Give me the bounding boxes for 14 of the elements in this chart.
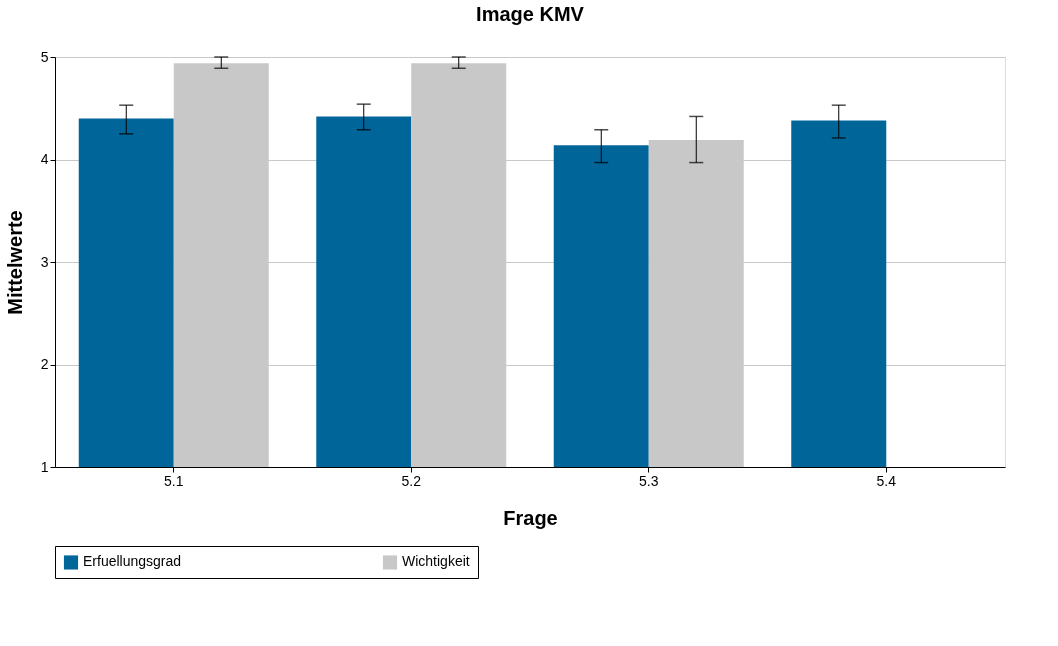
- y-tick-label: 2: [40, 356, 49, 372]
- y-tick-label: 4: [40, 151, 49, 167]
- x-axis-title: Frage: [503, 506, 558, 529]
- y-tick-label: 1: [40, 458, 49, 475]
- y-tick-label: 5: [40, 48, 49, 65]
- x-tick-label: 5.4: [876, 472, 897, 489]
- chart-title: Image KMV: [476, 3, 585, 25]
- y-tick-label: 3: [40, 253, 49, 270]
- y-axis-title: Mittelwerte: [3, 210, 26, 315]
- x-tick-label: 5.2: [401, 472, 422, 489]
- legend-label: Erfuellungsgrad: [83, 553, 182, 570]
- x-tick-label: 5.3: [639, 472, 659, 489]
- x-tick-label: 5.1: [164, 472, 184, 489]
- legend-label: Wichtigkeit: [402, 553, 470, 570]
